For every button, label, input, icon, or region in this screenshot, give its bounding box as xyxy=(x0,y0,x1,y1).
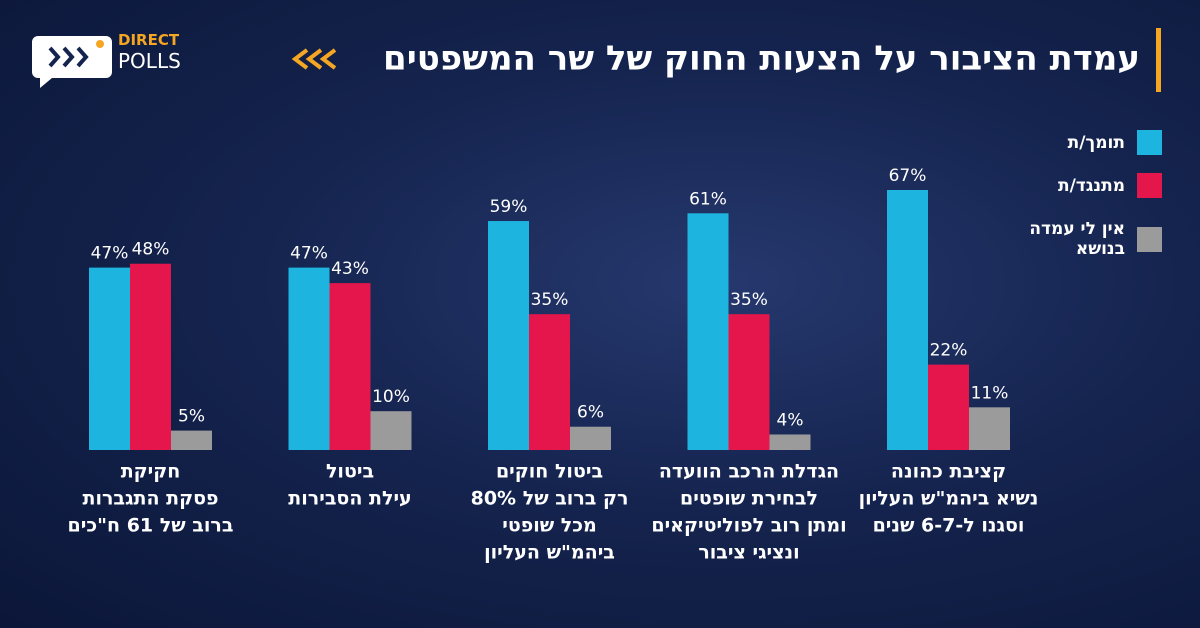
bar xyxy=(488,221,529,450)
bar xyxy=(171,430,212,450)
bar xyxy=(329,283,371,450)
data-label: 43% xyxy=(331,259,369,279)
category-label: ברוב של 61 ח"כים xyxy=(68,515,234,537)
bar xyxy=(728,314,770,450)
category-label: קציבת כהונה xyxy=(891,461,1006,483)
category-label: ביהמ"ש העליון xyxy=(484,542,615,564)
data-label: 59% xyxy=(490,197,528,217)
bar xyxy=(89,267,130,450)
category-label: מכל שופטי xyxy=(502,515,597,537)
data-label: 48% xyxy=(132,240,170,260)
bar xyxy=(529,314,570,450)
category-label: וסגנו ל-6-7 שנים xyxy=(873,515,1025,537)
data-label: 6% xyxy=(577,403,604,423)
legend-swatch xyxy=(1137,226,1162,252)
data-label: 4% xyxy=(777,410,804,430)
category-label: נשיא ביהמ"ש העליון xyxy=(859,488,1039,510)
data-label: 47% xyxy=(91,244,129,264)
bar xyxy=(570,426,611,450)
data-label: 61% xyxy=(689,189,727,209)
category-label: ביטול xyxy=(326,461,374,483)
logo-arrows xyxy=(48,46,89,68)
category-label: הגדלת הרכב הוועדה xyxy=(659,461,839,483)
bar xyxy=(130,263,171,450)
legend-label: אין לי עמדה בנושא xyxy=(1029,219,1125,259)
chart-title: עמדת הציבור על הצעות החוק של שר המשפטים xyxy=(383,39,1140,79)
bar xyxy=(370,411,412,450)
category-label: חקיקת xyxy=(121,461,181,483)
legend-swatch xyxy=(1137,173,1162,198)
data-label: 11% xyxy=(971,383,1009,403)
bar xyxy=(687,213,729,450)
data-label: 67% xyxy=(889,166,927,186)
legend-swatch xyxy=(1137,130,1162,155)
logo-dot xyxy=(96,40,104,48)
legend-label: תומך/ת xyxy=(1067,132,1125,153)
category-label: ביטול חוקים xyxy=(496,461,603,483)
category-label: ומתן רוב לפוליטיקאים xyxy=(651,515,846,537)
data-label: 47% xyxy=(290,244,328,264)
legend-item: אין לי עמדה בנושא xyxy=(1025,219,1162,259)
title-chevrons xyxy=(291,48,337,70)
data-label: 10% xyxy=(372,387,410,407)
bar xyxy=(969,407,1010,450)
logo-text: DIRECT xyxy=(118,31,180,49)
category-label: עילת הסבירות xyxy=(288,488,411,510)
data-label: 35% xyxy=(531,290,569,310)
legend-item: מתנגד/ת xyxy=(1025,173,1162,198)
logo-text: POLLS xyxy=(118,49,181,73)
data-label: 22% xyxy=(930,341,968,361)
data-label: 5% xyxy=(178,407,205,427)
title-accent xyxy=(1156,28,1161,92)
bar xyxy=(887,190,928,450)
category-label: פסקת התגברות xyxy=(82,488,218,510)
legend-label: מתנגד/ת xyxy=(1057,175,1125,196)
category-label: רק ברוב של 80% xyxy=(471,488,629,510)
bar xyxy=(928,364,969,450)
logo: DIRECT POLLS xyxy=(32,31,181,88)
category-label: ונציגי ציבור xyxy=(698,542,799,564)
bar xyxy=(288,267,330,450)
legend-item: תומך/ת xyxy=(1025,130,1162,155)
data-label: 35% xyxy=(730,290,768,310)
bar xyxy=(769,434,811,450)
category-label: לבחירת שופטים xyxy=(680,488,818,510)
